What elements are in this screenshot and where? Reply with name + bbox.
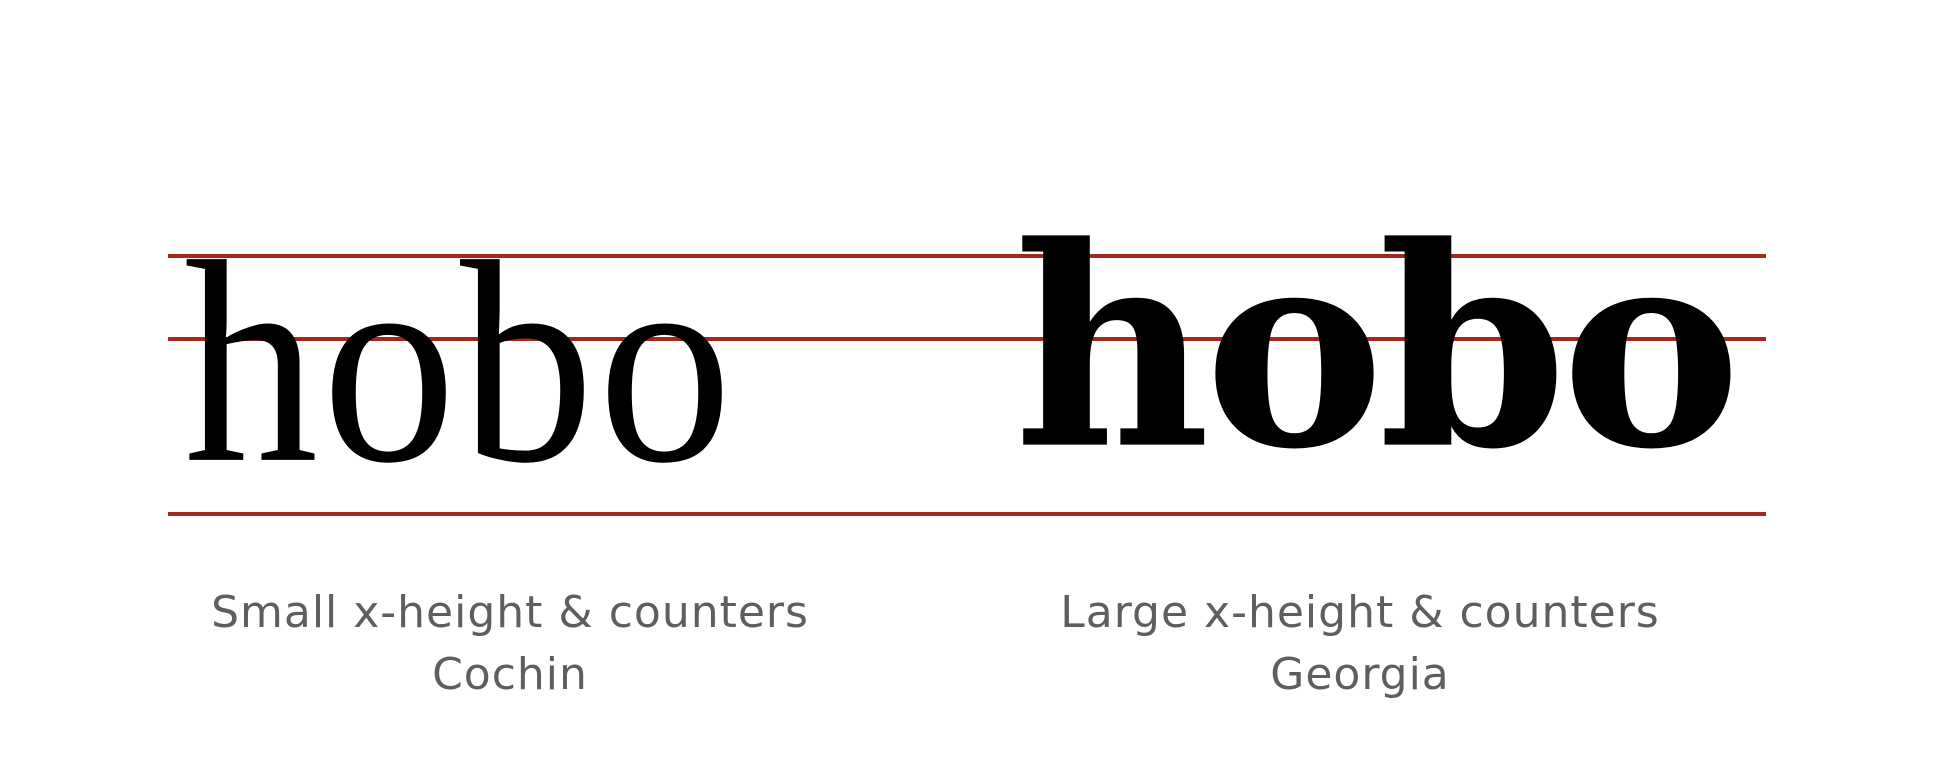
small-x-height-font-name: Cochin bbox=[432, 649, 588, 700]
small-x-height-caption-title: Small x-height & counters bbox=[211, 587, 809, 638]
large-x-height-caption: Large x-height & counters Georgia bbox=[960, 582, 1760, 706]
large-x-height-font-name: Georgia bbox=[1270, 649, 1450, 700]
large-x-height-sample-word: hobo bbox=[1014, 185, 1741, 510]
baseline-guide-line bbox=[168, 512, 1766, 516]
small-x-height-sample-word: hobo bbox=[184, 201, 736, 523]
small-x-height-caption: Small x-height & counters Cochin bbox=[110, 582, 910, 706]
x-height-guide-line bbox=[168, 337, 1766, 341]
large-x-height-caption-title: Large x-height & counters bbox=[1060, 587, 1660, 638]
ascender-guide-line bbox=[168, 254, 1766, 258]
